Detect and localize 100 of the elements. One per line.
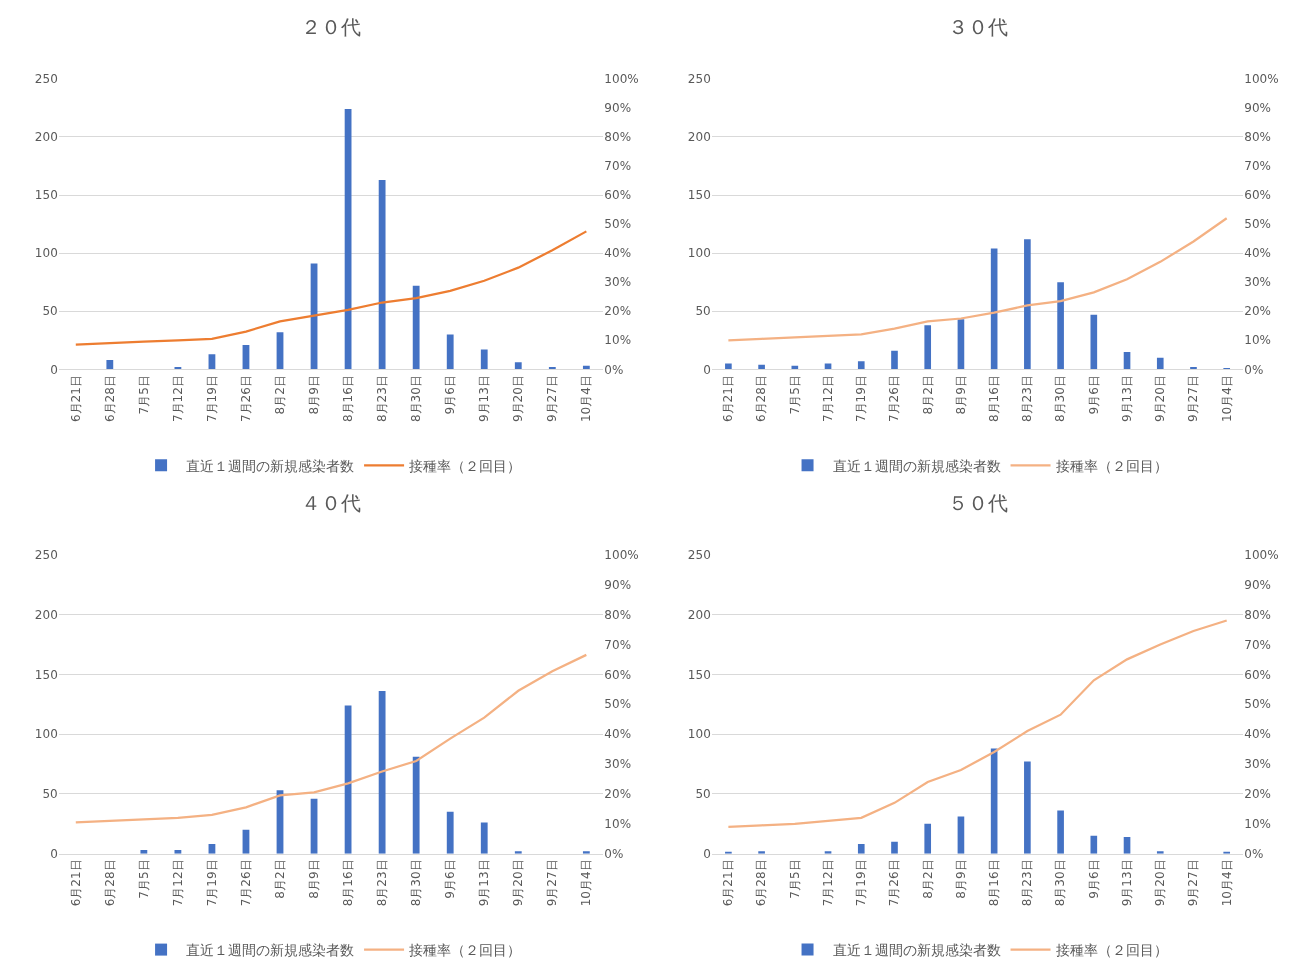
x-tick-label: 9月6日 — [1086, 375, 1101, 415]
x-tick-label: 6月21日 — [721, 375, 736, 423]
y2-tick-label: 40% — [1244, 246, 1271, 261]
y2-tick-label: 70% — [1244, 159, 1271, 174]
y-tick-label: 150 — [34, 188, 58, 203]
bar — [106, 360, 114, 370]
y2-tick-label: 0% — [604, 846, 624, 861]
x-tick-label: 9月6日 — [1086, 859, 1101, 899]
y-tick-label: 250 — [34, 547, 58, 562]
bar — [1190, 367, 1197, 370]
x-tick-label: 7月26日 — [887, 859, 902, 907]
chart-title: ３０代 — [948, 15, 1008, 39]
y2-tick-label: 50% — [1244, 217, 1271, 232]
y2-tick-label: 100% — [1244, 547, 1279, 562]
y-tick-label: 50 — [695, 304, 711, 319]
x-tick-label: 9月6日 — [443, 859, 458, 899]
y2-tick-label: 70% — [604, 159, 632, 174]
x-tick-label: 7月12日 — [820, 375, 835, 423]
y2-tick-label: 20% — [1244, 787, 1271, 802]
y2-tick-label: 80% — [1244, 607, 1271, 622]
y-tick-label: 150 — [687, 188, 711, 203]
y-tick-label: 200 — [687, 607, 711, 622]
bar — [378, 179, 386, 370]
bar — [378, 691, 386, 854]
y-tick-label: 250 — [687, 547, 711, 562]
y2-tick-label: 20% — [1244, 304, 1271, 319]
x-tick-label: 8月23日 — [1020, 859, 1035, 907]
x-tick-label: 9月20日 — [511, 859, 526, 907]
y-tick-label: 100 — [687, 727, 711, 742]
x-tick-label: 7月12日 — [170, 375, 185, 423]
bar — [446, 811, 454, 854]
y-tick-label: 200 — [34, 607, 58, 622]
x-tick-label: 8月2日 — [272, 375, 287, 415]
y2-tick-label: 20% — [604, 304, 632, 319]
x-tick-label: 7月19日 — [854, 859, 869, 907]
x-tick-label: 8月9日 — [306, 375, 321, 415]
y-tick-label: 100 — [687, 246, 711, 261]
x-tick-label: 7月5日 — [787, 859, 802, 899]
x-tick-label: 8月16日 — [987, 859, 1002, 907]
y2-tick-label: 10% — [604, 816, 632, 831]
x-tick-label: 9月27日 — [545, 375, 560, 423]
chart-title: ５０代 — [948, 491, 1008, 515]
y-tick-label: 50 — [42, 787, 58, 802]
bar — [480, 822, 488, 854]
y2-tick-label: 40% — [604, 727, 632, 742]
x-tick-label: 9月20日 — [1153, 859, 1168, 907]
legend-label: 直近１週間の新規感染者数 — [186, 942, 355, 959]
bar — [857, 361, 865, 370]
bar — [725, 363, 732, 370]
x-tick-label: 7月19日 — [854, 375, 869, 423]
y2-tick-label: 50% — [604, 697, 632, 712]
x-tick-label: 10月4日 — [579, 375, 594, 423]
y2-tick-label: 80% — [604, 607, 632, 622]
y-tick-label: 250 — [34, 72, 58, 87]
y2-tick-label: 30% — [1244, 757, 1271, 772]
line-series — [74, 230, 588, 346]
y2-tick-label: 70% — [604, 637, 632, 652]
y2-tick-label: 40% — [1244, 727, 1271, 742]
x-tick-label: 8月9日 — [953, 375, 968, 415]
y2-tick-label: 80% — [604, 130, 632, 145]
x-tick-label: 8月30日 — [409, 859, 424, 907]
bar — [1156, 357, 1164, 370]
x-tick-label: 9月13日 — [477, 859, 492, 907]
y2-tick-label: 30% — [1244, 275, 1271, 290]
x-tick-label: 7月5日 — [787, 375, 802, 415]
x-tick-label: 7月12日 — [820, 859, 835, 907]
x-tick-label: 9月13日 — [477, 375, 492, 423]
y-tick-label: 0 — [50, 846, 58, 861]
x-tick-label: 6月28日 — [754, 375, 769, 423]
line-series — [74, 653, 588, 824]
x-tick-label: 6月21日 — [68, 859, 83, 907]
x-tick-label: 9月20日 — [1153, 375, 1168, 423]
x-tick-label: 8月2日 — [920, 375, 935, 415]
x-tick-label: 8月23日 — [375, 859, 390, 907]
x-tick-label: 8月16日 — [340, 375, 355, 423]
x-tick-label: 8月2日 — [272, 859, 287, 899]
x-tick-label: 8月2日 — [920, 859, 935, 899]
bar — [857, 844, 865, 854]
legend-label: 接種率（２回目） — [409, 942, 522, 959]
x-tick-label: 8月23日 — [375, 375, 390, 423]
x-tick-label: 8月16日 — [987, 375, 1002, 423]
x-tick-label: 7月26日 — [238, 859, 253, 907]
x-tick-label: 8月9日 — [306, 859, 321, 899]
y2-tick-label: 80% — [1244, 130, 1271, 145]
x-tick-label: 6月28日 — [102, 375, 117, 423]
x-tick-label: 9月27日 — [1186, 375, 1201, 423]
x-tick-label: 9月6日 — [443, 375, 458, 415]
x-tick-label: 8月9日 — [953, 859, 968, 899]
bar — [412, 756, 420, 854]
x-tick-label: 7月19日 — [204, 859, 219, 907]
y2-tick-label: 0% — [1244, 846, 1264, 861]
y2-tick-label: 60% — [1244, 188, 1271, 203]
y2-tick-label: 90% — [604, 101, 632, 116]
line-series — [727, 217, 1228, 342]
y2-tick-label: 0% — [604, 362, 624, 377]
y-tick-label: 50 — [42, 304, 58, 319]
y-tick-label: 250 — [687, 72, 711, 87]
y2-tick-label: 100% — [604, 72, 639, 87]
chart-title: ４０代 — [301, 491, 361, 515]
x-tick-label: 6月28日 — [754, 859, 769, 907]
